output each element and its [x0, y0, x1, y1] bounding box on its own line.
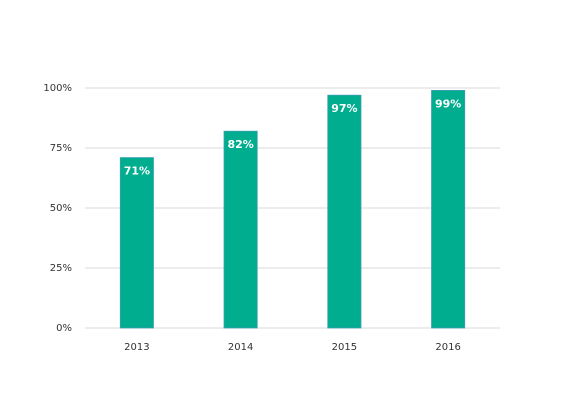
- y-tick-label: 100%: [43, 83, 72, 94]
- x-tick-label: 2014: [228, 342, 253, 353]
- bar: [431, 90, 466, 329]
- bar: [223, 130, 258, 329]
- y-tick-label: 25%: [50, 263, 72, 274]
- y-tick-label: 50%: [50, 203, 72, 214]
- x-tick-label: 2016: [435, 342, 460, 353]
- y-tick-label: 0%: [56, 323, 72, 334]
- value-label: 71%: [124, 165, 150, 178]
- value-label: 82%: [227, 138, 253, 151]
- x-tick-label: 2013: [124, 342, 149, 353]
- bar: [119, 157, 154, 329]
- y-tick-label: 75%: [50, 143, 72, 154]
- value-label: 99%: [435, 97, 461, 110]
- x-tick-label: 2015: [332, 342, 357, 353]
- bar: [327, 94, 362, 329]
- value-label: 97%: [331, 102, 357, 115]
